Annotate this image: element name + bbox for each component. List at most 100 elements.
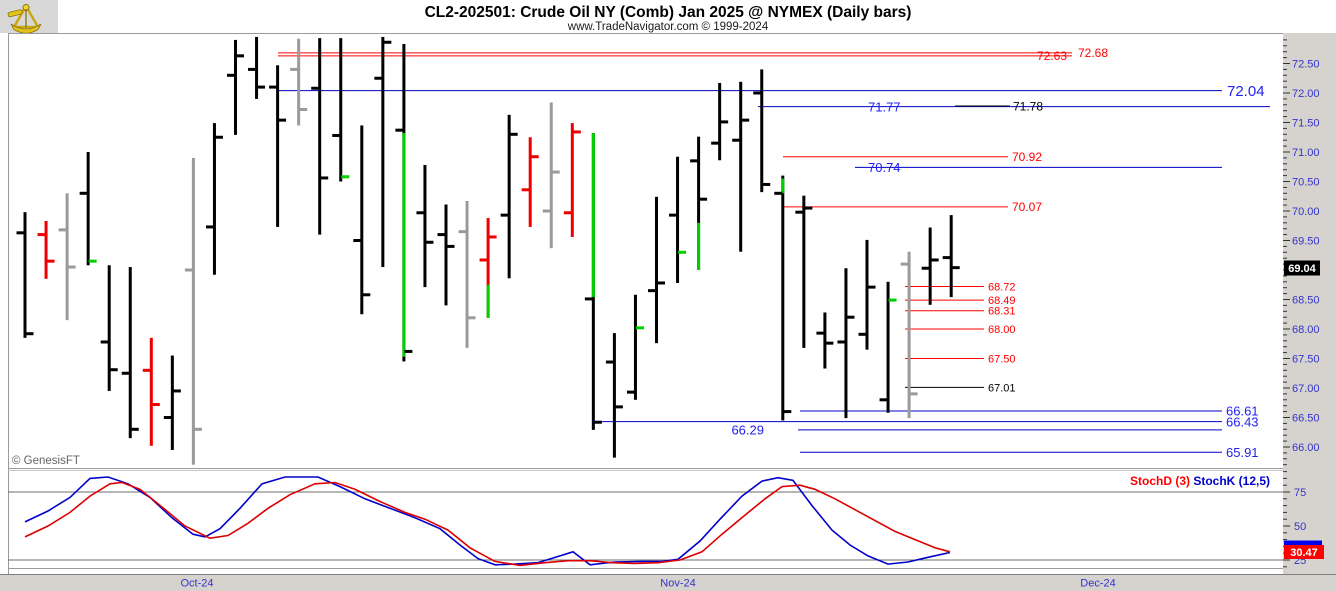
price-axis-label: 69.50: [1292, 236, 1320, 248]
price-bar: [290, 38, 308, 126]
price-bar: [37, 221, 55, 279]
price-bar: [648, 196, 665, 344]
price-axis-label: 68.00: [1292, 324, 1320, 336]
ref-line-label[interactable]: 72.63: [1037, 49, 1067, 63]
open-tick: [900, 262, 909, 266]
open-tick: [563, 211, 572, 215]
close-tick: [657, 281, 665, 285]
price-bar: [311, 38, 329, 235]
ref-line-label[interactable]: 66.61: [1226, 404, 1259, 419]
open-tick: [374, 76, 383, 80]
price-bar: [458, 200, 476, 348]
close-tick: [720, 120, 729, 124]
price-bar: [542, 102, 560, 249]
ref-line-label[interactable]: 68.31: [988, 306, 1016, 318]
stoch-value-badge: 30.47: [1284, 540, 1324, 559]
ref-line-label[interactable]: 71.78: [1013, 99, 1043, 113]
open-tick: [100, 340, 109, 344]
ref-line-label[interactable]: 66.29: [731, 423, 764, 438]
price-bar: [879, 281, 897, 413]
close-tick: [825, 341, 834, 345]
ref-line-label[interactable]: 71.77: [868, 99, 901, 114]
price-bar: [774, 175, 792, 421]
ref-line-label[interactable]: 70.74: [868, 160, 901, 175]
open-tick: [37, 233, 46, 237]
stoch-axis-label: 50: [1294, 521, 1306, 533]
close-tick: [257, 85, 266, 89]
close-tick: [867, 285, 876, 289]
price-axis-label: 72.50: [1292, 59, 1320, 71]
price-bar: [816, 312, 834, 369]
ref-line-label[interactable]: 70.92: [1012, 150, 1042, 164]
stoch-badge-text: 30.47: [1290, 547, 1318, 559]
price-bar: [521, 137, 539, 227]
price-bar: [500, 114, 518, 279]
price-bar: [753, 69, 771, 193]
price-axis-label: 68.50: [1292, 295, 1320, 307]
open-tick: [58, 228, 67, 232]
date-label[interactable]: Dec-24: [1080, 578, 1115, 590]
date-label[interactable]: Nov-24: [660, 578, 695, 590]
price-axis-label: 66.00: [1292, 442, 1320, 454]
legend-stoch-d[interactable]: StochD (3): [1130, 474, 1190, 488]
price-axis-strip[interactable]: [1283, 33, 1336, 575]
open-tick: [521, 188, 530, 192]
price-bar: [711, 82, 729, 161]
ref-line-label[interactable]: 72.04: [1227, 83, 1265, 100]
open-tick: [858, 332, 867, 336]
close-tick: [109, 368, 118, 372]
price-axis-label: 72.00: [1292, 88, 1320, 100]
price-bar: [248, 36, 266, 99]
chart-title: CL2-202501: Crude Oil NY (Comb) Jan 2025…: [425, 4, 912, 21]
stoch-d-line: [24, 481, 951, 567]
ref-line-label[interactable]: 70.07: [1012, 200, 1042, 214]
price-bar: [395, 44, 413, 362]
price-bar: [269, 65, 287, 227]
close-tick: [88, 259, 97, 263]
close-tick: [467, 316, 476, 320]
bar-green-segment: [591, 133, 595, 298]
close-tick: [488, 235, 497, 239]
close-tick: [783, 410, 792, 414]
close-tick: [214, 135, 223, 139]
close-tick: [341, 175, 350, 179]
date-axis-strip[interactable]: [0, 575, 1336, 591]
open-tick: [353, 239, 362, 242]
ref-line-label[interactable]: 68.00: [988, 324, 1016, 336]
stoch-axis-label: 75: [1294, 487, 1306, 499]
date-label[interactable]: Oct-24: [180, 578, 213, 590]
open-tick: [626, 390, 635, 394]
close-tick: [530, 155, 539, 159]
trade-navigator-sextant-logo-icon[interactable]: [7, 3, 42, 34]
ref-line-label[interactable]: 72.68: [1078, 46, 1108, 60]
bar-green-segment: [486, 284, 490, 318]
price-bar: [690, 136, 708, 270]
ref-line-label[interactable]: 68.49: [988, 295, 1016, 307]
open-tick: [732, 138, 741, 142]
close-tick: [172, 389, 181, 393]
ref-line-label[interactable]: 68.72: [988, 281, 1016, 293]
open-tick: [205, 225, 214, 229]
open-tick: [184, 268, 193, 272]
price-bar: [837, 268, 855, 419]
close-tick: [425, 240, 434, 244]
ref-line-label[interactable]: 67.01: [988, 382, 1016, 394]
open-tick: [416, 211, 425, 215]
genesis-watermark: © GenesisFT: [12, 455, 80, 467]
close-tick: [278, 118, 287, 122]
open-tick: [711, 141, 720, 145]
ref-line-label[interactable]: 66.43: [1226, 414, 1259, 429]
price-bar: [332, 38, 350, 182]
open-tick: [774, 191, 783, 195]
price-bar: [563, 123, 581, 237]
open-tick: [584, 297, 593, 301]
ref-line-label[interactable]: 67.50: [988, 353, 1016, 365]
bar-green-segment: [781, 178, 785, 194]
ref-line-label[interactable]: 65.91: [1226, 445, 1259, 460]
legend-stoch-k[interactable]: StochK (12,5): [1193, 474, 1270, 488]
close-tick: [572, 130, 581, 134]
close-tick: [551, 170, 560, 174]
price-bar: [900, 251, 918, 419]
